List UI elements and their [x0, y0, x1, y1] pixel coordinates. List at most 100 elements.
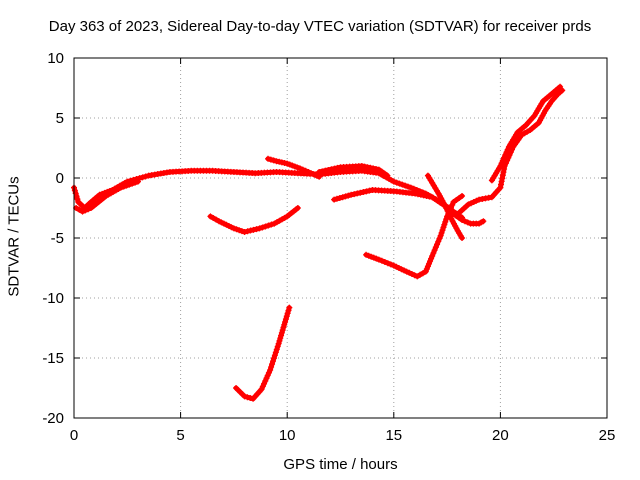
x-tick-label: 5 — [176, 427, 184, 444]
data-point — [262, 377, 269, 384]
data-layer — [71, 83, 566, 402]
data-point — [465, 201, 472, 208]
data-point — [265, 369, 272, 376]
data-point — [431, 247, 438, 254]
data-point — [283, 313, 290, 320]
data-point — [333, 195, 340, 202]
data-point — [468, 200, 475, 207]
data-point — [308, 170, 315, 177]
data-point — [396, 180, 403, 187]
data-point — [351, 191, 358, 198]
data-point — [247, 395, 254, 401]
data-point — [384, 172, 391, 179]
data-point — [497, 184, 504, 191]
data-point — [259, 383, 266, 390]
data-point — [411, 272, 418, 279]
data-point — [262, 223, 269, 230]
data-point — [134, 178, 141, 185]
data-point — [360, 189, 367, 196]
data-point — [470, 199, 477, 205]
data-point — [498, 160, 505, 167]
series-arc-spike — [424, 172, 466, 241]
data-point — [123, 182, 130, 189]
data-point — [281, 321, 288, 328]
data-point — [285, 307, 292, 314]
data-point — [268, 364, 275, 371]
data-point — [499, 175, 506, 182]
data-point — [447, 213, 454, 220]
data-point — [129, 180, 136, 187]
data-point — [279, 327, 286, 334]
data-point — [437, 232, 444, 239]
data-point — [444, 207, 451, 214]
data-point — [498, 181, 505, 188]
data-point — [280, 324, 287, 331]
data-point — [322, 167, 329, 174]
data-point — [449, 201, 456, 208]
data-point — [348, 191, 355, 198]
data-point — [459, 235, 466, 241]
data-point — [432, 244, 439, 251]
data-point — [264, 372, 271, 379]
data-point — [403, 268, 410, 275]
data-point — [354, 190, 361, 197]
series-arc-rise — [454, 87, 566, 217]
data-point — [73, 193, 80, 200]
data-point — [499, 157, 506, 164]
data-point — [438, 229, 445, 236]
series-arc-dip — [233, 304, 293, 402]
y-axis-label: SDTVAR / TECUs — [5, 176, 23, 297]
data-point — [442, 218, 449, 225]
x-tick-label: 20 — [492, 427, 509, 444]
data-point — [429, 253, 436, 259]
data-point — [142, 173, 149, 180]
data-point — [498, 178, 505, 185]
data-point — [76, 206, 83, 213]
data-point — [381, 259, 388, 265]
data-point — [399, 181, 406, 188]
data-point — [313, 172, 320, 179]
data-point — [244, 228, 251, 235]
data-point — [263, 375, 270, 382]
data-point — [328, 166, 335, 173]
x-tick-label: 0 — [70, 427, 78, 444]
data-point — [331, 165, 338, 172]
data-point — [272, 349, 279, 356]
data-point — [230, 225, 237, 232]
data-point — [126, 181, 133, 188]
data-point — [502, 152, 509, 159]
data-point — [464, 219, 471, 226]
data-point — [441, 202, 448, 209]
series-arc-rise-upper — [488, 83, 564, 184]
series-arc-hump — [265, 155, 323, 180]
x-tick-label: 25 — [599, 427, 616, 444]
data-point — [265, 155, 272, 162]
data-point — [357, 189, 364, 196]
data-point — [250, 226, 257, 233]
data-point — [407, 184, 414, 191]
data-point — [408, 271, 415, 277]
data-point — [501, 166, 508, 173]
data-point — [294, 205, 301, 211]
data-point — [74, 196, 81, 203]
series-arc-right-low — [363, 193, 466, 280]
data-point — [378, 257, 385, 264]
data-point — [302, 167, 309, 174]
data-point — [270, 355, 277, 362]
data-point — [238, 228, 245, 235]
data-point — [316, 169, 323, 175]
data-point — [405, 183, 412, 190]
data-point — [277, 335, 284, 342]
data-point — [443, 205, 450, 212]
data-point — [387, 261, 394, 268]
data-point — [459, 193, 466, 199]
data-point — [233, 226, 240, 233]
data-point — [269, 358, 276, 365]
data-point — [282, 319, 289, 325]
data-point — [258, 386, 265, 393]
data-point — [319, 168, 326, 175]
y-tick-label: -5 — [51, 230, 64, 247]
data-point — [366, 187, 373, 194]
